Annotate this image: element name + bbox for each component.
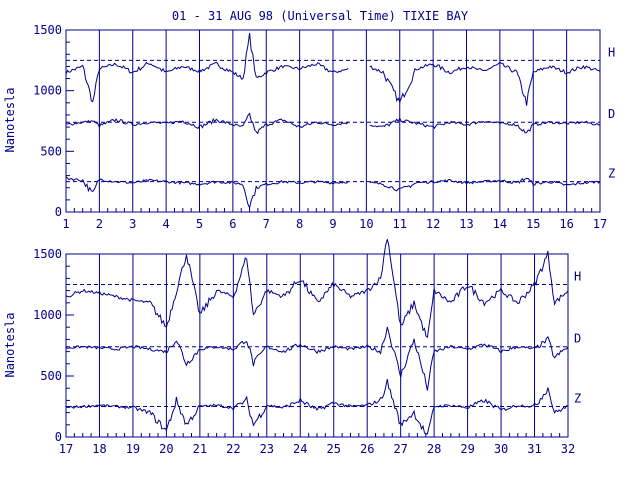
x-tick-label: 1: [62, 217, 69, 231]
x-tick-label: 11: [393, 217, 407, 231]
y-tick-label: 500: [40, 369, 62, 383]
chart-title: 01 - 31 AUG 98 (Universal Time) TIXIE BA…: [172, 9, 469, 23]
x-tick-label: 3: [129, 217, 136, 231]
x-tick-label: 23: [260, 442, 274, 456]
x-tick-label: 6: [229, 217, 236, 231]
y-tick-label: 1500: [33, 23, 62, 37]
x-tick-label: 18: [92, 442, 106, 456]
x-tick-label: 30: [494, 442, 508, 456]
trace-label-z: Z: [608, 167, 615, 181]
x-tick-label: 17: [59, 442, 73, 456]
x-tick-label: 21: [193, 442, 207, 456]
x-tick-label: 13: [459, 217, 473, 231]
x-tick-label: 26: [360, 442, 374, 456]
series-line-z: [65, 176, 601, 210]
trace-label-z: Z: [574, 392, 581, 406]
y-tick-label: 0: [55, 205, 62, 219]
x-tick-label: 10: [359, 217, 373, 231]
x-tick-label: 20: [159, 442, 173, 456]
bottom-panel: 17 18 19 20 21 22 23 24 25 26 27 28 29 30 31 32 0 500 1000…: [33, 239, 581, 456]
x-tick-label: 12: [426, 217, 440, 231]
series-line-h: [65, 239, 569, 339]
x-tick-label: 22: [226, 442, 240, 456]
bottom-y-axis-label: Nanotesla: [3, 312, 17, 377]
x-tick-label: 17: [593, 217, 607, 231]
x-tick-label: 16: [559, 217, 573, 231]
y-tick-label: 1000: [33, 84, 62, 98]
x-tick-label: 8: [296, 217, 303, 231]
x-tick-label: 31: [527, 442, 541, 456]
trace-label-h: H: [608, 45, 615, 59]
x-tick-label: 19: [126, 442, 140, 456]
x-tick-label: 29: [460, 442, 474, 456]
x-tick-label: 15: [526, 217, 540, 231]
x-tick-label: 7: [263, 217, 270, 231]
x-tick-label: 24: [293, 442, 307, 456]
series-line-h: [65, 32, 601, 106]
x-tick-label: 9: [329, 217, 336, 231]
trace-label-d: D: [574, 332, 581, 346]
y-tick-label: 500: [40, 144, 62, 158]
trace-label-h: H: [574, 270, 581, 284]
series-line-d: [66, 112, 601, 135]
x-tick-label: 2: [96, 217, 103, 231]
series-line-d: [65, 326, 569, 391]
series-line-z: [65, 379, 569, 435]
x-tick-label: 32: [561, 442, 575, 456]
x-tick-label: 5: [196, 217, 203, 231]
x-tick-label: 28: [427, 442, 441, 456]
x-tick-label: 27: [393, 442, 407, 456]
x-tick-label: 25: [327, 442, 341, 456]
top-y-axis-label: Nanotesla: [3, 87, 17, 152]
y-tick-label: 1500: [33, 247, 62, 261]
x-tick-label: 14: [493, 217, 507, 231]
y-tick-label: 1000: [33, 308, 62, 322]
y-tick-label: 0: [55, 430, 62, 444]
x-tick-label: 4: [163, 217, 170, 231]
trace-label-d: D: [608, 107, 615, 121]
